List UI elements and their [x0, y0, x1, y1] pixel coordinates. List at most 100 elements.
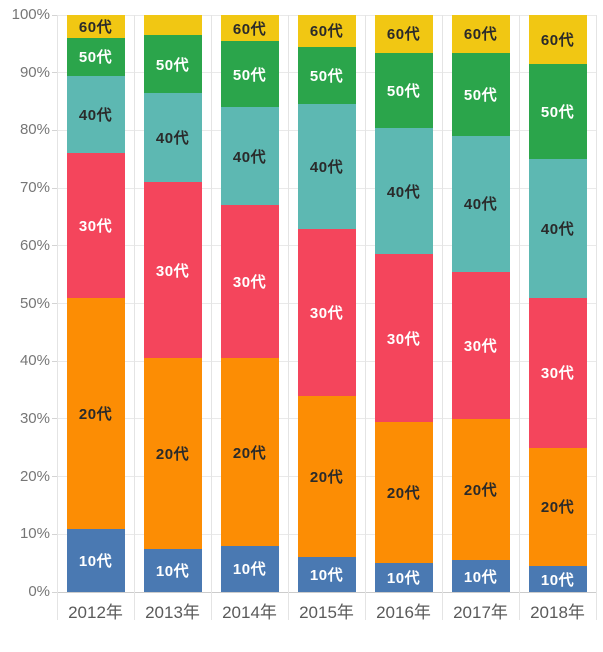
segment-label: 10代: [386, 570, 421, 588]
bar-segment-30代-2015年[interactable]: 30代: [297, 228, 356, 396]
bar-segment-50代-2015年[interactable]: 50代: [297, 46, 356, 105]
year-column-2014年: 10代 20代 30代 40代 50代 60代: [211, 15, 288, 592]
bar-segment-60代-2017年[interactable]: 60代: [451, 15, 510, 53]
bar-segment-40代-2012年[interactable]: 40代: [66, 75, 125, 154]
segment-label: 10代: [463, 568, 498, 586]
segment-label: 40代: [386, 183, 421, 201]
bar-segment-10代-2016年[interactable]: 10代: [374, 563, 433, 592]
segment-label: 10代: [309, 567, 344, 585]
column-separator: [287, 15, 289, 620]
x-axis-label-2017年: 2017年: [453, 603, 508, 622]
segment-label: 50代: [463, 86, 498, 104]
column-separator: [364, 15, 366, 620]
segment-label: 10代: [155, 562, 190, 580]
segment-label: 20代: [309, 469, 344, 487]
bar-segment-50代-2016年[interactable]: 50代: [374, 52, 433, 128]
y-axis-tick-label: 40%: [19, 352, 50, 370]
segment-label: 40代: [463, 196, 498, 214]
bar-segment-10代-2013年[interactable]: 10代: [143, 548, 202, 592]
bar-segment-30代-2014年[interactable]: 30代: [220, 205, 279, 359]
bar-segment-60代-2013年[interactable]: [143, 15, 202, 36]
segment-label: 20代: [540, 499, 575, 517]
bar-segment-60代-2018年[interactable]: 60代: [528, 15, 587, 65]
segment-label: 40代: [155, 130, 190, 148]
bar-segment-20代-2018年[interactable]: 20代: [528, 447, 587, 567]
y-axis-line: [56, 15, 58, 620]
bar-segment-50代-2012年[interactable]: 50代: [66, 38, 125, 76]
bar-segment-30代-2012年[interactable]: 30代: [66, 153, 125, 298]
segment-label: 60代: [540, 32, 575, 50]
year-column-2017年: 10代 20代 30代 40代 50代 60代: [442, 15, 519, 592]
bar-segment-30代-2018年[interactable]: 30代: [528, 297, 587, 448]
y-axis-tick: [52, 591, 57, 593]
bar-segment-40代-2018年[interactable]: 40代: [528, 159, 587, 298]
bar-segment-50代-2017年[interactable]: 50代: [451, 52, 510, 137]
segment-label: 30代: [155, 262, 190, 280]
bar-segment-60代-2015年[interactable]: 60代: [297, 15, 356, 47]
y-axis-tick: [52, 533, 57, 535]
x-axis-label-2012年: 2012年: [68, 603, 123, 622]
stacked-bar-2013年: 10代 20代 30代 40代 50代: [143, 15, 202, 592]
bar-segment-30代-2016年[interactable]: 30代: [374, 254, 433, 422]
bar-segment-20代-2017年[interactable]: 20代: [451, 418, 510, 561]
y-axis-tick-label: 70%: [19, 179, 50, 197]
bar-segment-20代-2016年[interactable]: 20代: [374, 421, 433, 564]
x-axis-label-2014年: 2014年: [222, 603, 277, 622]
segment-label: 20代: [386, 484, 421, 502]
bar-segment-40代-2013年[interactable]: 40代: [143, 92, 202, 183]
column-separator: [518, 15, 520, 620]
bar-segment-60代-2016年[interactable]: 60代: [374, 15, 433, 53]
bar-segment-60代-2014年[interactable]: 60代: [220, 15, 279, 42]
y-axis-tick: [52, 303, 57, 304]
y-axis-tick-label: 90%: [19, 63, 50, 81]
year-column-2018年: 10代 20代 30代 40代 50代 60代: [519, 15, 596, 592]
bar-segment-20代-2014年[interactable]: 20代: [220, 358, 279, 546]
bar-segment-10代-2012年[interactable]: 10代: [66, 528, 125, 592]
y-axis-tick: [52, 14, 57, 16]
y-axis-tick-label: 100%: [11, 6, 50, 23]
segment-label: 20代: [232, 444, 267, 462]
bar-segment-30代-2013年[interactable]: 30代: [143, 182, 202, 359]
segment-label: 30代: [540, 365, 575, 383]
stacked-bar-2015年: 10代 20代 30代 40代 50代 60代: [297, 15, 356, 592]
bar-segment-10代-2018年[interactable]: 10代: [528, 566, 587, 592]
stacked-bar-2017年: 10代 20代 30代 40代 50代 60代: [451, 15, 510, 592]
segment-label: 50代: [309, 68, 344, 86]
segment-label: 30代: [78, 218, 113, 236]
column-separator: [595, 15, 597, 620]
bar-segment-20代-2012年[interactable]: 20代: [66, 297, 125, 529]
segment-label: 40代: [78, 107, 113, 125]
bar-segment-40代-2015年[interactable]: 40代: [297, 104, 356, 229]
segment-label: 50代: [232, 66, 267, 84]
segment-label: 20代: [78, 405, 113, 423]
y-axis-tick: [52, 418, 57, 420]
bar-segment-40代-2017年[interactable]: 40代: [451, 136, 510, 272]
segment-label: 40代: [309, 158, 344, 176]
bar-segment-20代-2015年[interactable]: 20代: [297, 395, 356, 558]
segment-label: 30代: [309, 304, 344, 322]
segment-label: 40代: [232, 148, 267, 166]
bar-segment-20代-2013年[interactable]: 20代: [143, 358, 202, 549]
bar-segment-50代-2013年[interactable]: 50代: [143, 35, 202, 93]
bar-segment-40代-2016年[interactable]: 40代: [374, 127, 433, 255]
bar-segment-50代-2018年[interactable]: 50代: [528, 64, 587, 160]
segment-label: 50代: [155, 56, 190, 74]
column-separator: [210, 15, 212, 620]
stacked-bar-2014年: 10代 20代 30代 40代 50代 60代: [220, 15, 279, 592]
y-axis-tick: [52, 245, 57, 247]
y-axis-tick-label: 10%: [19, 525, 50, 543]
bar-segment-50代-2014年[interactable]: 50代: [220, 41, 279, 108]
x-axis-label-2018年: 2018年: [530, 603, 585, 622]
bar-segment-60代-2012年[interactable]: 60代: [66, 15, 125, 39]
bar-segment-10代-2014年[interactable]: 10代: [220, 545, 279, 592]
bar-segment-10代-2017年[interactable]: 10代: [451, 560, 510, 592]
y-axis-tick: [52, 72, 57, 74]
year-column-2013年: 10代 20代 30代 40代 50代: [134, 15, 211, 592]
bar-segment-10代-2015年[interactable]: 10代: [297, 557, 356, 592]
stacked-bar-2016年: 10代 20代 30代 40代 50代 60代: [374, 15, 433, 592]
plot-area: 10代 20代 30代 40代 50代 60代 10代 20代 30代 40代 50代 10代 20代 3…: [57, 14, 596, 593]
segment-label: 60代: [232, 20, 267, 38]
y-axis-tick: [52, 360, 57, 362]
bar-segment-30代-2017年[interactable]: 30代: [451, 271, 510, 419]
bar-segment-40代-2014年[interactable]: 40代: [220, 107, 279, 206]
